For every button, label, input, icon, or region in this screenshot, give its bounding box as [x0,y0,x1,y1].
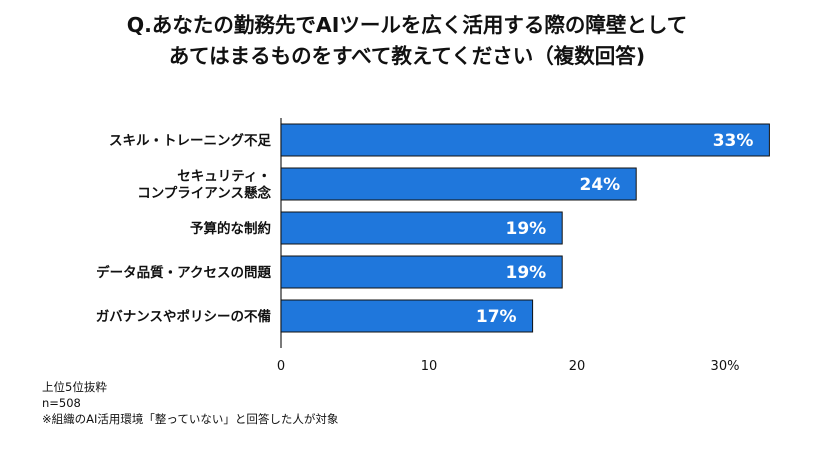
bar-value-label-2: 19% [505,219,546,239]
chart-title: Q.あなたの勤務先でAIツールを広く活用する際の障壁として あてはまるものをすべ… [0,10,814,72]
bar-value-label-3: 19% [505,263,546,283]
bar-0 [280,123,770,157]
note-target: ※組織のAI活用環境「整っていない」と回答した人が対象 [42,412,339,426]
chart-title-line-1: Q.あなたの勤務先でAIツールを広く活用する際の障壁として [126,13,688,37]
category-label-1-line-0: セキュリティ・ [177,169,271,185]
bar-value-label-1: 24% [579,175,620,195]
x-tick-label-3: 30% [711,359,740,374]
note-top5: 上位5位抜粋 [42,380,107,394]
category-label-2: 予算的な制約 [190,220,271,237]
bar-2 [280,211,563,245]
bar-4 [280,299,534,333]
bar-3 [280,255,563,289]
x-tick-label-2: 20 [569,359,586,374]
bar-value-label-4: 17% [476,307,517,327]
x-tick-label-0: 0 [277,359,285,374]
bar-value-label-0: 33% [713,131,754,151]
category-label-1-line-1: コンプライアンス懸念 [137,185,271,202]
note-sample-size: n=508 [42,396,81,410]
bar-1 [280,167,637,201]
category-label-0: スキル・トレーニング不足 [109,132,271,149]
chart-title-line-2: あてはまるものをすべて教えてください（複数回答) [168,44,646,68]
category-label-3: データ品質・アクセスの問題 [96,264,271,281]
x-tick-label-1: 10 [421,359,438,374]
category-label-4: ガバナンスやポリシーの不備 [96,308,272,325]
chart-notes: 上位5位抜粋 n=508 ※組織のAI活用環境「整っていない」と回答した人が対象 [42,379,338,427]
